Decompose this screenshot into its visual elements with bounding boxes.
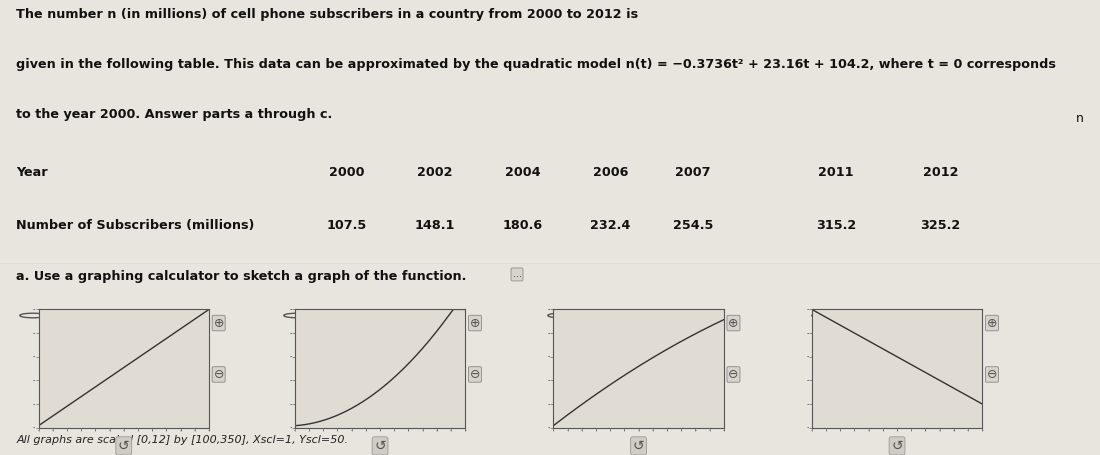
Text: 2004: 2004 bbox=[505, 166, 540, 179]
Text: B.: B. bbox=[317, 309, 331, 322]
Text: 315.2: 315.2 bbox=[816, 219, 856, 232]
Text: ⊕: ⊕ bbox=[728, 317, 739, 329]
Text: ↺: ↺ bbox=[118, 439, 130, 453]
Text: ↺: ↺ bbox=[632, 439, 645, 453]
Text: C.: C. bbox=[581, 309, 595, 322]
Text: 180.6: 180.6 bbox=[503, 219, 542, 232]
Text: given in the following table. This data can be approximated by the quadratic mod: given in the following table. This data … bbox=[16, 58, 1056, 71]
Text: to the year 2000. Answer parts a through c.: to the year 2000. Answer parts a through… bbox=[16, 108, 332, 121]
Text: a. Use a graphing calculator to sketch a graph of the function.: a. Use a graphing calculator to sketch a… bbox=[16, 270, 466, 283]
Text: ↺: ↺ bbox=[891, 439, 903, 453]
Text: n: n bbox=[1076, 112, 1084, 125]
Text: 325.2: 325.2 bbox=[921, 219, 960, 232]
Text: ⊕: ⊕ bbox=[987, 317, 998, 329]
Text: ...: ... bbox=[513, 269, 521, 279]
Text: 148.1: 148.1 bbox=[415, 219, 454, 232]
Text: 2012: 2012 bbox=[923, 166, 958, 179]
Text: The number n (in millions) of cell phone subscribers in a country from 2000 to 2: The number n (in millions) of cell phone… bbox=[16, 8, 639, 21]
Text: 2002: 2002 bbox=[417, 166, 452, 179]
Text: ⊕: ⊕ bbox=[470, 317, 481, 329]
Text: 254.5: 254.5 bbox=[673, 219, 713, 232]
Text: ↺: ↺ bbox=[374, 439, 386, 453]
Text: Number of Subscribers (millions): Number of Subscribers (millions) bbox=[16, 219, 255, 232]
Text: ⊖: ⊖ bbox=[470, 368, 481, 381]
Text: All graphs are scaled [0,12] by [100,350], Xscl=1, Yscl=50.: All graphs are scaled [0,12] by [100,350… bbox=[16, 435, 349, 445]
Text: 2007: 2007 bbox=[675, 166, 711, 179]
Text: 2011: 2011 bbox=[818, 166, 854, 179]
Text: 232.4: 232.4 bbox=[591, 219, 630, 232]
Text: ⊖: ⊖ bbox=[728, 368, 739, 381]
Text: 2000: 2000 bbox=[329, 166, 364, 179]
Text: ⊖: ⊖ bbox=[213, 368, 224, 381]
Text: D.: D. bbox=[845, 309, 860, 322]
Text: A.: A. bbox=[53, 309, 68, 322]
Text: 107.5: 107.5 bbox=[327, 219, 366, 232]
Text: ⊖: ⊖ bbox=[987, 368, 998, 381]
Text: Year: Year bbox=[16, 166, 48, 179]
Text: 2006: 2006 bbox=[593, 166, 628, 179]
Text: ⊕: ⊕ bbox=[213, 317, 224, 329]
